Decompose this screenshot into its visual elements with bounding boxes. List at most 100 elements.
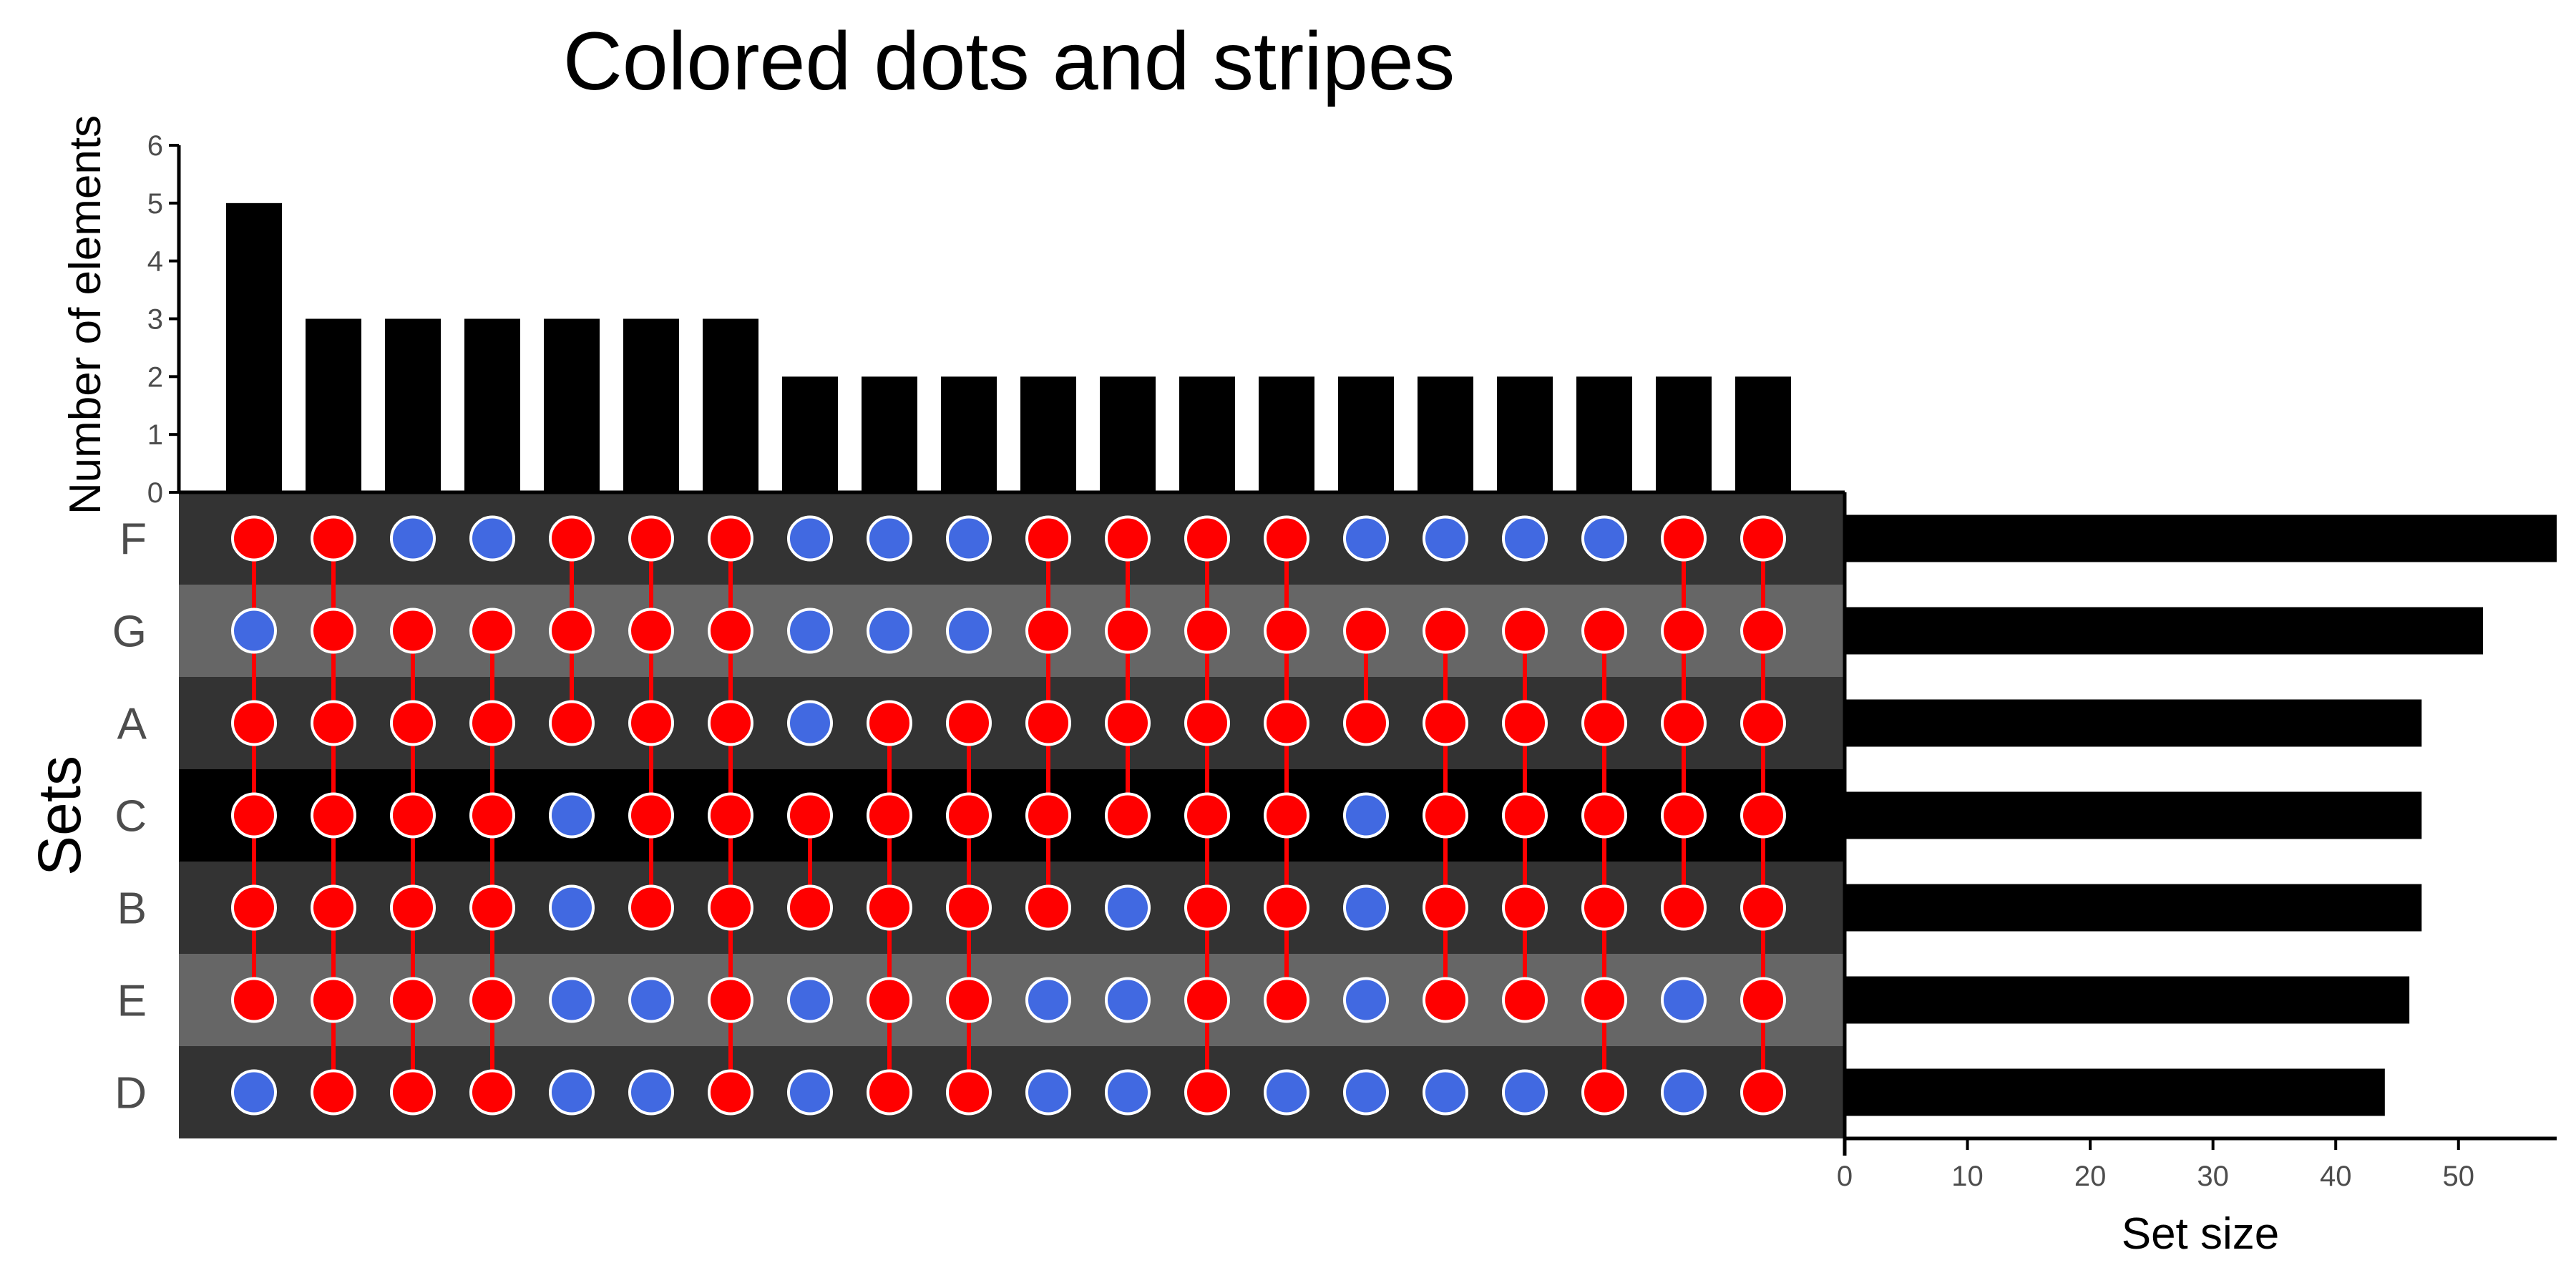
membership-dot-active — [1661, 884, 1707, 931]
intersection-bar — [544, 318, 600, 492]
membership-dot-inactive — [1343, 792, 1389, 839]
set-size-x-tick-label: 40 — [2320, 1161, 2352, 1192]
membership-dot-active — [231, 792, 277, 839]
membership-dot-active — [1740, 700, 1786, 746]
set-size-x-tick-label: 50 — [2443, 1161, 2475, 1192]
membership-dot-active — [390, 884, 436, 931]
set-size-bar-G — [1845, 607, 2484, 655]
stripe-row-E — [179, 954, 1845, 1046]
membership-dot-inactive — [787, 1069, 833, 1116]
membership-dot-active — [867, 700, 912, 746]
membership-dot-active — [1581, 977, 1627, 1023]
membership-dot-inactive — [1423, 515, 1468, 562]
membership-dot-active — [1184, 515, 1230, 562]
membership-dot-inactive — [787, 608, 833, 654]
intersection-bars — [226, 203, 1791, 492]
membership-dot-active — [1025, 700, 1071, 746]
membership-dot-active — [1105, 608, 1151, 654]
set-size-bar-C — [1845, 791, 2422, 839]
matrix-axis-title: Sets — [26, 756, 93, 876]
intersection-bar — [1418, 376, 1473, 492]
chart-title: Colored dots and stripes — [563, 16, 1455, 107]
membership-dot-active — [1423, 792, 1468, 839]
membership-dot-active — [1025, 515, 1071, 562]
membership-dot-active — [1423, 608, 1468, 654]
membership-dot-active — [1343, 608, 1389, 654]
membership-dot-inactive — [231, 608, 277, 654]
membership-dot-inactive — [549, 884, 595, 931]
membership-dot-inactive — [1502, 515, 1548, 562]
membership-dot-active — [946, 977, 992, 1023]
membership-dot-active — [311, 700, 356, 746]
intersection-bar — [385, 318, 441, 492]
membership-dot-active — [390, 700, 436, 746]
membership-dot-active — [628, 884, 674, 931]
membership-dot-active — [390, 977, 436, 1023]
membership-dot-active — [1581, 1069, 1627, 1116]
membership-dot-active — [1264, 792, 1309, 839]
set-size-bar-E — [1845, 976, 2410, 1024]
membership-dot-inactive — [390, 515, 436, 562]
membership-dot-active — [469, 700, 515, 746]
set-label-C: C — [114, 792, 147, 841]
intersection-y-tick-label: 5 — [147, 188, 163, 220]
intersection-bar — [306, 318, 361, 492]
axes — [169, 144, 2557, 1156]
intersection-bar — [862, 376, 917, 492]
membership-dot-inactive — [1502, 1069, 1548, 1116]
stripe-row-F — [179, 492, 1845, 585]
membership-dot-inactive — [1661, 1069, 1707, 1116]
intersection-bar — [1259, 376, 1314, 492]
membership-dot-active — [1581, 608, 1627, 654]
membership-dot-active — [231, 515, 277, 562]
set-label-D: D — [114, 1069, 147, 1118]
membership-dot-active — [946, 700, 992, 746]
membership-dot-active — [1581, 884, 1627, 931]
membership-dot-inactive — [1343, 977, 1389, 1023]
set-label-A: A — [117, 700, 147, 749]
stripe-row-C — [179, 769, 1845, 862]
membership-dot-active — [1025, 792, 1071, 839]
membership-dot-active — [231, 884, 277, 931]
membership-dot-inactive — [1343, 884, 1389, 931]
membership-dot-inactive — [1423, 1069, 1468, 1116]
membership-dot-active — [549, 515, 595, 562]
set-size-x-tick-label: 30 — [2197, 1161, 2229, 1192]
membership-dot-active — [311, 608, 356, 654]
membership-dot-active — [1423, 884, 1468, 931]
membership-dot-active — [1661, 700, 1707, 746]
membership-dot-inactive — [1661, 977, 1707, 1023]
membership-dot-active — [946, 884, 992, 931]
membership-dot-active — [1184, 608, 1230, 654]
membership-dot-active — [1740, 515, 1786, 562]
membership-dot-active — [1740, 608, 1786, 654]
membership-dot-active — [390, 1069, 436, 1116]
membership-dot-active — [231, 977, 277, 1023]
membership-dot-active — [708, 792, 753, 839]
set-size-bar-F — [1845, 514, 2557, 562]
membership-dot-active — [1184, 884, 1230, 931]
membership-dot-active — [231, 700, 277, 746]
set-size-axis-title: Set size — [2122, 1209, 2280, 1259]
membership-dot-active — [1264, 884, 1309, 931]
membership-dot-inactive — [787, 700, 833, 746]
membership-dot-inactive — [867, 515, 912, 562]
membership-dot-active — [1502, 884, 1548, 931]
membership-dot-active — [1105, 700, 1151, 746]
intersection-y-tick-label: 6 — [147, 130, 163, 162]
membership-dot-active — [469, 792, 515, 839]
membership-dot-active — [311, 1069, 356, 1116]
intersection-bar — [1656, 376, 1712, 492]
membership-dot-inactive — [231, 1069, 277, 1116]
membership-dot-active — [469, 608, 515, 654]
stripe-row-D — [179, 1046, 1845, 1138]
stripe-row-B — [179, 862, 1845, 954]
intersection-bar — [1576, 376, 1632, 492]
membership-dot-active — [1502, 977, 1548, 1023]
membership-dot-active — [1264, 608, 1309, 654]
set-size-x-tick-label: 0 — [1837, 1161, 1853, 1192]
membership-dot-active — [1661, 515, 1707, 562]
intersection-bar — [782, 376, 838, 492]
membership-dot-active — [1264, 515, 1309, 562]
set-size-bar-A — [1845, 699, 2422, 747]
